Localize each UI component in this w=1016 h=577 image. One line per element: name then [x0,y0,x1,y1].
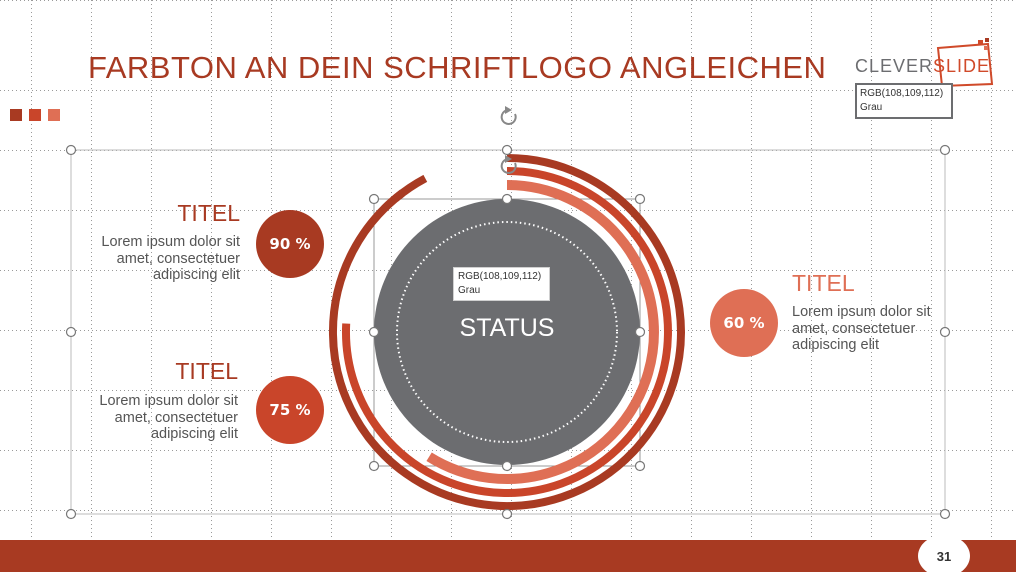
item-2-badge: 75 % [256,376,324,444]
status-label: STATUS [459,314,555,342]
item-3-badge: 60 % [710,289,778,357]
logo-tooltip-name: Grau [860,102,883,113]
logo-mark-icon [936,38,994,88]
accent-square-dark [10,109,22,121]
arc-inner-60 [426,180,659,484]
arc-outer-90 [328,154,685,510]
accent-square-mid [29,109,41,121]
rotate-handle-icon[interactable] [500,106,517,174]
logo-tooltip-rgb: RGB(108,109,112) [860,88,944,99]
selection-handles[interactable] [65,144,951,520]
item-3-title: TITEL [792,270,855,296]
item-1-title: TITEL [177,200,240,226]
page-number: 31 [918,535,970,577]
center-dotted-ring [396,221,618,443]
arc-middle-75 [341,167,672,497]
logo-text-slide: SLIDE [933,56,991,76]
logo-wordmark: CLEVERSLIDE [855,56,990,77]
item-2-title: TITEL [175,358,238,384]
logo-color-tooltip: RGB(108,109,112) Grau [855,83,953,119]
slide-title: FARBTON AN DEIN SCHRIFTLOGO ANGLEICHEN [88,50,827,85]
item-1-badge: 90 % [256,210,324,278]
center-color-tooltip: RGB(108,109,112) Grau [453,267,550,301]
accent-square-light [48,109,60,121]
arc-outer-segment [392,174,428,202]
footer-bar [0,540,1016,572]
center-tooltip-name: Grau [458,285,481,296]
logo-text-clever: CLEVER [855,56,934,76]
item-1-text: Lorem ipsum dolor sit amet, consectetuer… [101,234,240,283]
item-3-text: Lorem ipsum dolor sit amet, consectetuer… [792,304,931,353]
item-2-text: Lorem ipsum dolor sit amet, consectetuer… [99,393,238,442]
center-tooltip-rgb: RGB(108,109,112) [458,271,542,282]
center-circle [374,199,640,465]
